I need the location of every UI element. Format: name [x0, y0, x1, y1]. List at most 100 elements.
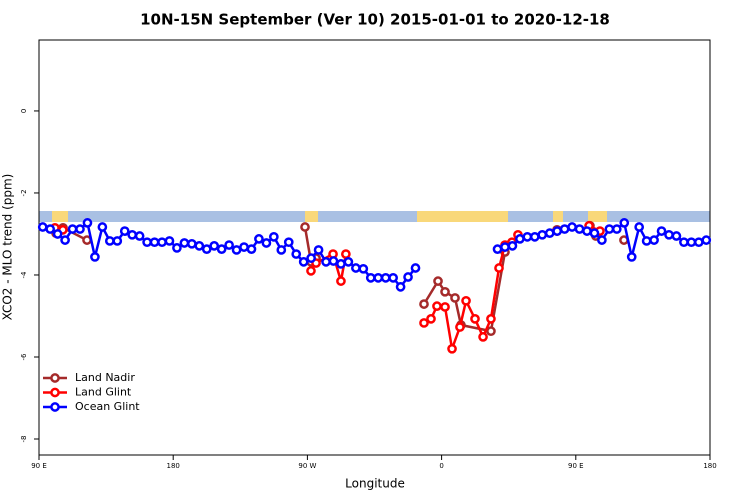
data-point — [341, 249, 351, 259]
y-tick-label: 0 — [20, 109, 28, 113]
legend-label: Land Glint — [75, 386, 132, 399]
map-strip — [39, 211, 710, 222]
data-point — [306, 253, 316, 264]
data-point — [201, 244, 212, 254]
series-line — [54, 224, 601, 354]
data-point — [619, 218, 630, 228]
data-point — [664, 229, 674, 240]
x-tick-label: 90 E — [31, 462, 47, 470]
data-point — [134, 231, 145, 241]
plot-frame — [38, 39, 711, 456]
data-point — [515, 234, 525, 244]
data-point — [254, 234, 264, 244]
data-point — [567, 222, 577, 232]
data-point — [440, 302, 450, 312]
data-point — [641, 236, 652, 246]
data-point — [358, 263, 369, 274]
data-point — [433, 276, 443, 286]
data-point — [82, 218, 93, 228]
data-point — [447, 343, 457, 354]
data-point — [701, 235, 712, 245]
y-tick-label: -6 — [20, 353, 28, 361]
x-tick-label: 180 — [703, 462, 716, 470]
data-point — [172, 243, 182, 253]
data-point — [589, 228, 600, 238]
data-point — [127, 229, 138, 240]
data-point — [432, 301, 442, 311]
data-point — [119, 226, 130, 236]
data-point — [291, 249, 302, 259]
data-point — [486, 314, 496, 324]
data-point — [194, 241, 205, 251]
data-point — [298, 257, 309, 267]
y-axis-label: XCO2 - MLO trend (ppm) — [1, 174, 15, 321]
data-point — [45, 224, 56, 234]
data-point — [395, 282, 406, 292]
data-point — [336, 276, 346, 286]
data-point — [365, 272, 376, 283]
data-point — [104, 236, 115, 246]
data-point — [686, 237, 697, 248]
legend-label: Ocean Glint — [75, 400, 140, 413]
data-point — [300, 222, 310, 232]
data-point — [149, 237, 160, 248]
data-point — [486, 326, 496, 337]
data-point — [276, 245, 287, 255]
data-point — [321, 257, 331, 267]
data-point — [239, 242, 249, 252]
data-point — [544, 228, 555, 238]
data-point — [67, 224, 78, 234]
data-point — [500, 242, 510, 252]
data-point — [269, 231, 279, 242]
legend-marker — [50, 373, 60, 383]
chart-title: 10N-15N September (Ver 10) 2015-01-01 to… — [140, 11, 610, 29]
data-point — [157, 237, 167, 248]
data-point — [164, 236, 175, 246]
data-point — [461, 295, 471, 306]
data-point — [306, 266, 316, 276]
x-tick-label: 0 — [439, 462, 443, 470]
data-point — [97, 222, 108, 232]
data-point — [679, 237, 689, 248]
data-point — [351, 263, 361, 273]
data-point — [373, 272, 384, 283]
x-tick-label: 180 — [167, 462, 180, 470]
data-point — [209, 241, 220, 251]
x-tick-label: 90 E — [568, 462, 584, 470]
data-point — [649, 235, 659, 245]
data-point — [671, 231, 682, 241]
data-point — [179, 238, 190, 248]
data-point — [693, 237, 704, 248]
data-point — [537, 229, 548, 240]
data-point — [634, 222, 645, 232]
x-axis-label: Longitude — [345, 477, 405, 491]
data-point — [261, 238, 272, 248]
data-point — [388, 272, 398, 283]
data-point — [656, 226, 667, 236]
data-point — [112, 236, 123, 246]
data-point — [90, 252, 100, 262]
data-point — [604, 224, 615, 234]
legend-marker — [50, 402, 60, 412]
data-point — [313, 245, 324, 255]
data-point — [60, 235, 70, 245]
data-point — [186, 238, 197, 249]
data-point — [611, 224, 622, 234]
data-point — [410, 263, 421, 273]
y-tick-label: -4 — [20, 271, 28, 279]
data-point — [283, 237, 294, 248]
x-tick-label: 90 W — [298, 462, 316, 470]
data-point — [574, 224, 585, 234]
data-point — [216, 244, 227, 254]
legend-marker — [50, 387, 60, 398]
y-tick-label: -2 — [20, 189, 28, 196]
data-point — [582, 226, 592, 236]
data-point — [75, 224, 85, 234]
data-point — [419, 299, 429, 309]
data-point — [328, 256, 339, 266]
data-point — [224, 240, 234, 250]
data-point — [52, 229, 63, 239]
data-point — [522, 231, 533, 242]
